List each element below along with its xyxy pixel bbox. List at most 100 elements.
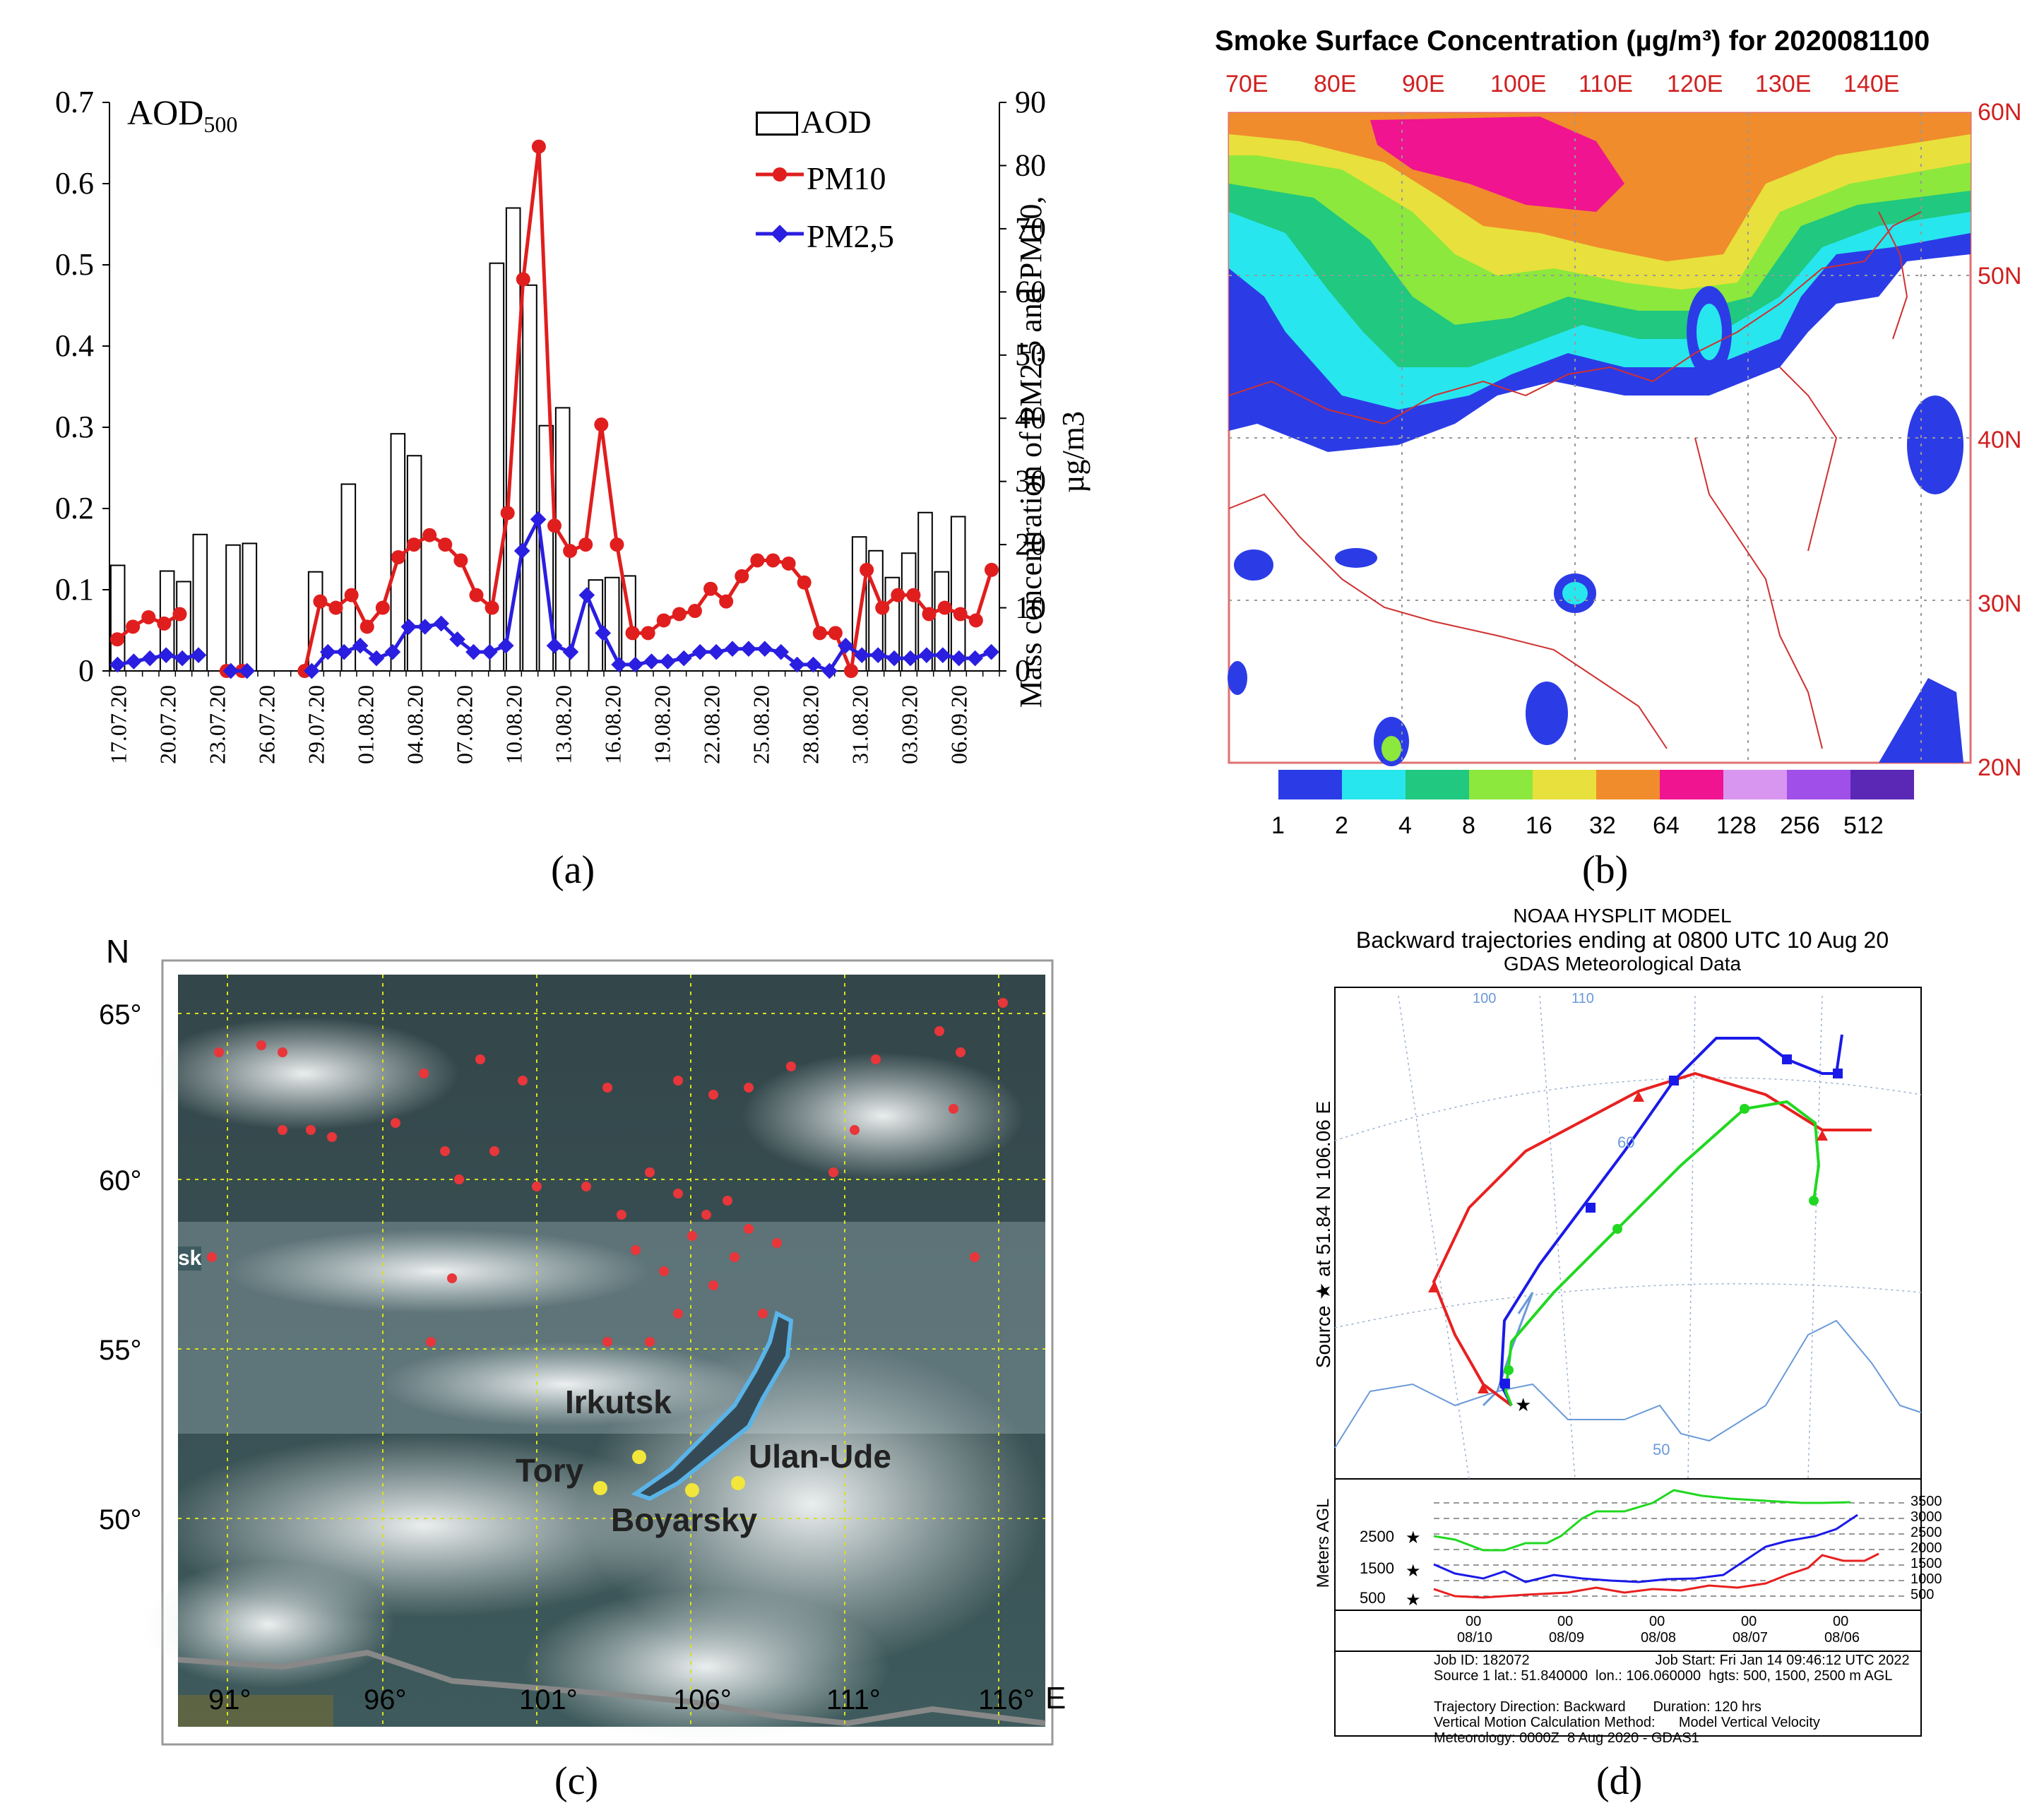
x-tick-label: 17.07.20	[106, 685, 131, 764]
fire-hotspot	[440, 1146, 450, 1156]
x-tick-label: 13.08.20	[551, 685, 576, 764]
lon-label: 91°	[208, 1684, 251, 1715]
x-tick-label: 16.08.20	[600, 685, 626, 764]
colorbar-label: 128	[1716, 812, 1757, 839]
fire-hotspot	[214, 1047, 224, 1057]
agl-right-tick: 500	[1911, 1587, 1935, 1602]
fire-hotspot	[998, 998, 1008, 1008]
left-tick: 0.1	[55, 572, 94, 607]
right-tick: 60	[1015, 274, 1046, 309]
right-tick: 10	[1015, 590, 1046, 625]
pm10-point	[781, 556, 796, 571]
pm25-point	[400, 619, 417, 635]
pm25-point	[918, 647, 935, 663]
fire-hotspot	[949, 1104, 958, 1114]
pm10-point	[875, 600, 890, 615]
agl-right-tick: 3500	[1911, 1494, 1942, 1509]
hysplit-subtitle: Backward trajectories ending at 0800 UTC…	[1355, 927, 1889, 953]
fire-hotspot	[744, 1224, 754, 1234]
fire-hotspot	[673, 1189, 683, 1199]
pm25-point	[449, 631, 465, 648]
time-date: 08/09	[1549, 1630, 1585, 1646]
pm25-point	[740, 641, 757, 658]
svg-text:★: ★	[1406, 1591, 1421, 1610]
pm10-point	[391, 550, 405, 564]
left-tick: 0.5	[55, 247, 94, 282]
colorbar	[1278, 770, 1914, 799]
left-tick: 0.4	[55, 328, 94, 363]
pm25-point	[902, 650, 919, 667]
x-tick-label: 19.08.20	[650, 685, 675, 764]
pm10-point	[547, 518, 561, 533]
left-tick: 0.7	[55, 85, 94, 119]
lon-tick-2: 90E	[1402, 71, 1445, 97]
fire-hotspot	[532, 1182, 542, 1191]
pm10-point	[937, 600, 952, 615]
fire-hotspot	[701, 1210, 711, 1220]
pm25-point	[967, 650, 983, 667]
pm10-point	[594, 417, 609, 432]
pm10-point	[968, 613, 983, 628]
pm10-point	[984, 562, 999, 577]
pm10-point	[641, 626, 655, 641]
panel-c: N Irkutsk Tor	[0, 918, 1102, 1820]
pm10-point	[344, 588, 359, 602]
smoke-blob	[1526, 682, 1568, 745]
x-tick-label: 29.07.20	[304, 685, 329, 764]
smoke-blob	[1382, 736, 1401, 761]
fire-hotspot	[518, 1076, 528, 1086]
pm10-point	[797, 575, 812, 590]
pm10-point	[563, 544, 578, 559]
pm10-point	[735, 569, 749, 583]
lon-tick-1: 80E	[1314, 71, 1357, 97]
pm10-point	[422, 528, 437, 542]
fire-hotspot	[645, 1337, 655, 1347]
pm25-point	[773, 643, 790, 660]
fire-hotspot	[391, 1118, 400, 1128]
x-tick-label: 07.08.20	[452, 685, 477, 764]
pm10-point	[860, 562, 874, 577]
lat-tick-1: 50N	[1978, 263, 2022, 290]
pm10-point	[110, 632, 125, 647]
north-label: N	[106, 933, 130, 970]
footer-line: Source 1 lat.: 51.840000 lon.: 106.06000…	[1434, 1668, 1893, 1684]
map-label-60: 60	[1617, 1134, 1634, 1151]
fire-hotspot	[327, 1132, 337, 1142]
pm25-point	[611, 656, 627, 673]
x-tick-label: 23.07.20	[205, 685, 230, 764]
pm10-point	[656, 613, 671, 628]
pm10-point	[766, 553, 780, 568]
fire-hotspot	[447, 1273, 457, 1283]
smoke-region-magenta	[1370, 117, 1624, 212]
colorbar-label: 64	[1653, 812, 1680, 839]
pm10-point	[687, 604, 702, 619]
map-label-50: 50	[1653, 1441, 1670, 1458]
smoke-blob	[1697, 304, 1722, 360]
fire-hotspot	[602, 1337, 612, 1347]
fire-hotspot	[631, 1245, 641, 1255]
place-irkutsk: Irkutsk	[565, 1384, 672, 1420]
lon-tick-5: 120E	[1667, 71, 1723, 97]
lat-label: 55°	[99, 1335, 142, 1366]
pm25-point	[304, 662, 320, 679]
meters-agl-label: Meters AGL	[1314, 1498, 1333, 1588]
colorbar-swatch	[1533, 770, 1596, 799]
smoke-blob	[1228, 661, 1247, 695]
x-tick-label: 28.08.20	[798, 685, 824, 764]
pm25-point	[691, 643, 708, 660]
place-tory: Tory	[516, 1452, 584, 1489]
agl-left-tick: 500	[1360, 1589, 1386, 1607]
hysplit-plot: ★ 100 110 60 50 ★ ★ ★	[1334, 987, 1922, 1737]
pm10-point	[922, 607, 937, 621]
pm25-point	[886, 650, 903, 667]
lat-label: 50°	[99, 1504, 142, 1535]
map-label-110: 110	[1571, 991, 1594, 1006]
pm25-point	[821, 662, 838, 679]
pm25-point	[578, 587, 595, 603]
label-d: (d)	[1596, 1759, 1643, 1803]
aod-bar	[950, 516, 966, 672]
smoke-blob	[1562, 582, 1588, 605]
fire-hotspot	[659, 1266, 669, 1276]
lon-tick-3: 100E	[1490, 71, 1547, 97]
lat-tick-3: 30N	[1978, 590, 2022, 617]
